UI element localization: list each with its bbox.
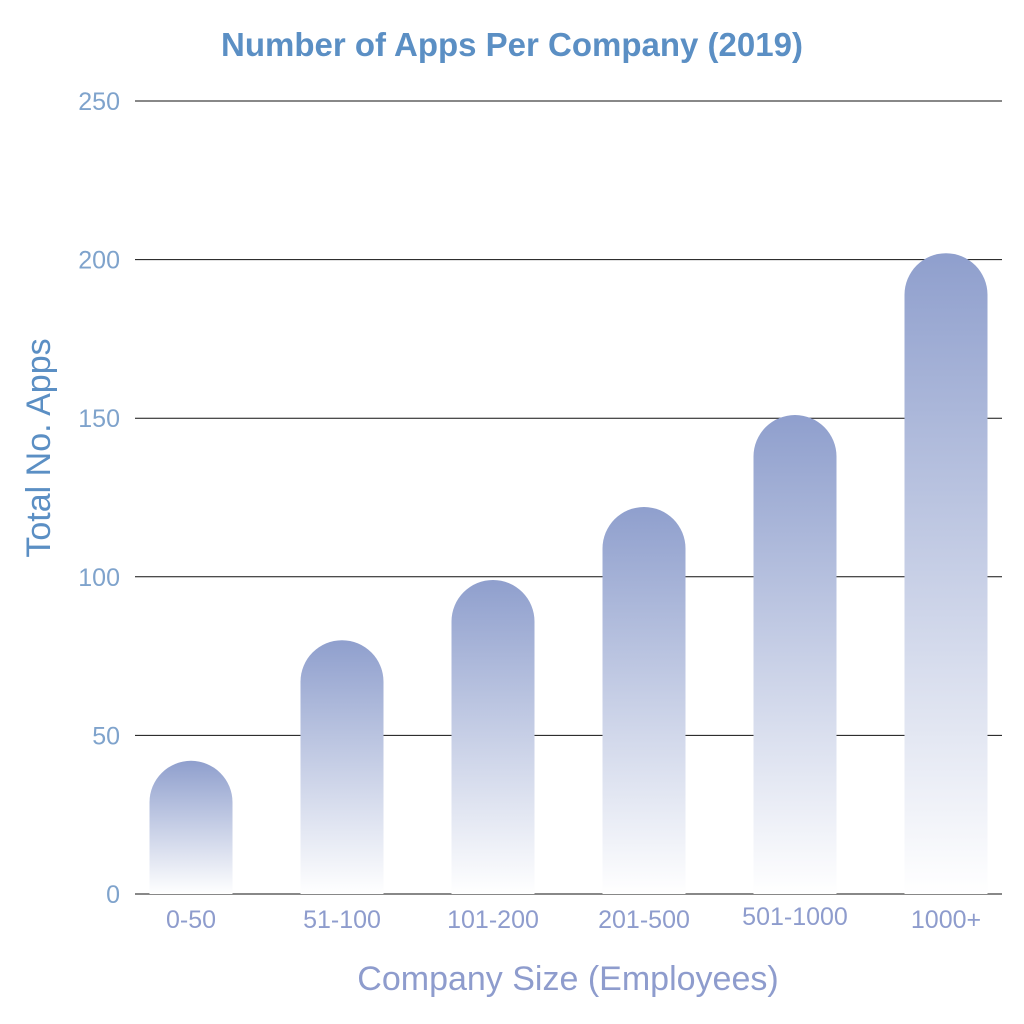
bar-0-50 <box>149 760 233 894</box>
x-tick-label: 0-50 <box>166 906 216 934</box>
bars <box>149 253 988 895</box>
bar-501-1000 <box>753 415 837 894</box>
x-tick-label: 101-200 <box>447 906 539 934</box>
y-tick-label: 250 <box>78 88 120 116</box>
y-tick-labels: 0 50 100 150 200 250 <box>78 88 120 909</box>
x-tick-labels: 0-50 51-100 101-200 201-500 501-1000 1000+ <box>166 903 981 934</box>
y-tick-label: 50 <box>92 722 120 750</box>
y-tick-label: 200 <box>78 247 120 275</box>
y-tick-label: 100 <box>78 564 120 592</box>
y-tick-label: 0 <box>106 881 120 909</box>
x-tick-label: 201-500 <box>598 906 690 934</box>
x-tick-label: 1000+ <box>911 906 981 934</box>
bar-201-500 <box>602 507 686 894</box>
y-tick-label: 150 <box>78 405 120 433</box>
x-tick-label: 501-1000 <box>742 903 848 931</box>
bar-1000+ <box>904 253 988 895</box>
gridlines <box>135 100 1002 895</box>
bar-51-100 <box>300 640 384 894</box>
chart-title: Number of Apps Per Company (2019) <box>221 26 803 63</box>
y-axis-label: Total No. Apps <box>20 338 58 557</box>
bar-101-200 <box>451 579 535 894</box>
x-tick-label: 51-100 <box>303 906 381 934</box>
x-axis-label: Company Size (Employees) <box>357 960 778 998</box>
